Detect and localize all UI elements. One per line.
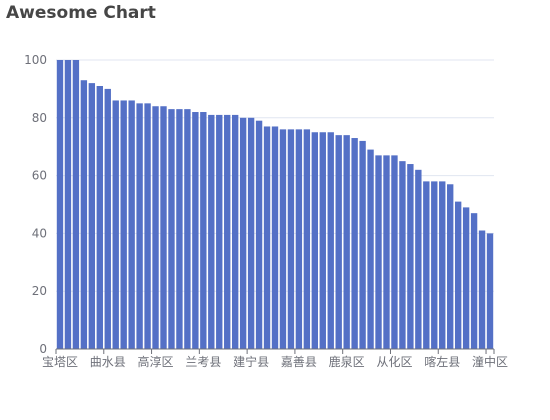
bar[interactable] xyxy=(295,129,303,349)
bar[interactable] xyxy=(112,100,119,350)
bar[interactable] xyxy=(383,155,390,349)
axes xyxy=(55,348,495,354)
bar[interactable] xyxy=(72,60,80,349)
bar[interactable] xyxy=(104,88,111,350)
bar[interactable] xyxy=(255,120,263,349)
bar[interactable] xyxy=(343,135,350,349)
y-tick-label: 40 xyxy=(32,226,47,240)
x-tick-label: 宝塔区 xyxy=(42,355,78,369)
bar[interactable] xyxy=(271,126,279,349)
bar[interactable] xyxy=(279,129,287,349)
bar[interactable] xyxy=(454,201,462,349)
y-tick-label: 80 xyxy=(32,111,47,125)
x-tick-label: 潼中区 xyxy=(472,354,508,369)
bar[interactable] xyxy=(486,233,494,349)
bars xyxy=(56,60,494,350)
x-tick-label: 从化区 xyxy=(376,355,412,369)
x-tick-label: 高淳区 xyxy=(138,354,174,369)
y-tick-label: 100 xyxy=(24,53,47,67)
bar[interactable] xyxy=(128,100,135,350)
bar[interactable] xyxy=(96,86,103,349)
bar[interactable] xyxy=(192,112,199,350)
bar[interactable] xyxy=(415,169,422,349)
x-tick-label: 建宁县 xyxy=(233,354,269,369)
bar[interactable] xyxy=(431,181,438,349)
bar[interactable] xyxy=(447,184,454,349)
bar[interactable] xyxy=(391,155,398,349)
bar[interactable] xyxy=(168,109,175,349)
bar[interactable] xyxy=(120,100,127,350)
bar[interactable] xyxy=(208,114,215,349)
y-tick-label: 60 xyxy=(32,169,47,183)
bar[interactable] xyxy=(56,60,64,349)
bar[interactable] xyxy=(423,181,430,349)
bar[interactable] xyxy=(263,126,271,349)
bar[interactable] xyxy=(216,114,223,349)
bar[interactable] xyxy=(319,132,326,349)
bar[interactable] xyxy=(375,155,382,349)
x-tick-label: 嘉善县 xyxy=(281,354,317,369)
bar[interactable] xyxy=(359,140,366,349)
y-tick-label: 20 xyxy=(32,284,47,298)
bar[interactable] xyxy=(88,83,96,350)
bar[interactable] xyxy=(407,164,414,349)
bar[interactable] xyxy=(470,213,478,349)
bar[interactable] xyxy=(64,60,72,349)
bar[interactable] xyxy=(80,80,88,349)
bar[interactable] xyxy=(239,117,247,349)
bar[interactable] xyxy=(367,149,374,349)
bar[interactable] xyxy=(144,103,151,349)
bar[interactable] xyxy=(184,109,191,349)
bar[interactable] xyxy=(287,129,295,349)
bar[interactable] xyxy=(335,135,342,349)
bar[interactable] xyxy=(303,129,311,349)
bar[interactable] xyxy=(478,230,486,349)
bar[interactable] xyxy=(231,114,239,349)
x-tick-label: 曲水县 xyxy=(90,355,126,369)
bar[interactable] xyxy=(462,207,470,349)
bar[interactable] xyxy=(351,138,358,349)
bar[interactable] xyxy=(224,114,231,349)
chart-title: Awesome Chart xyxy=(6,3,156,23)
bar[interactable] xyxy=(439,181,446,349)
bar[interactable] xyxy=(247,117,255,349)
x-tick-label: 兰考县 xyxy=(185,355,221,369)
bar[interactable] xyxy=(176,109,183,349)
bar[interactable] xyxy=(200,112,207,350)
x-tick-label: 喀左县 xyxy=(424,354,460,369)
bar[interactable] xyxy=(160,106,167,350)
bar[interactable] xyxy=(152,106,159,350)
tick-labels: 0 20 40 60 80 100 宝塔区 曲水县 高淳区 兰考县 建宁县 嘉善县 鹿泉区 从化区 喀左县潼… xyxy=(24,53,508,369)
bar[interactable] xyxy=(136,103,143,349)
bar[interactable] xyxy=(399,161,406,349)
x-tick-label: 鹿泉区 xyxy=(329,354,365,369)
bar[interactable] xyxy=(311,132,319,349)
bar[interactable] xyxy=(327,132,334,349)
y-tick-label: 0 xyxy=(39,342,47,356)
